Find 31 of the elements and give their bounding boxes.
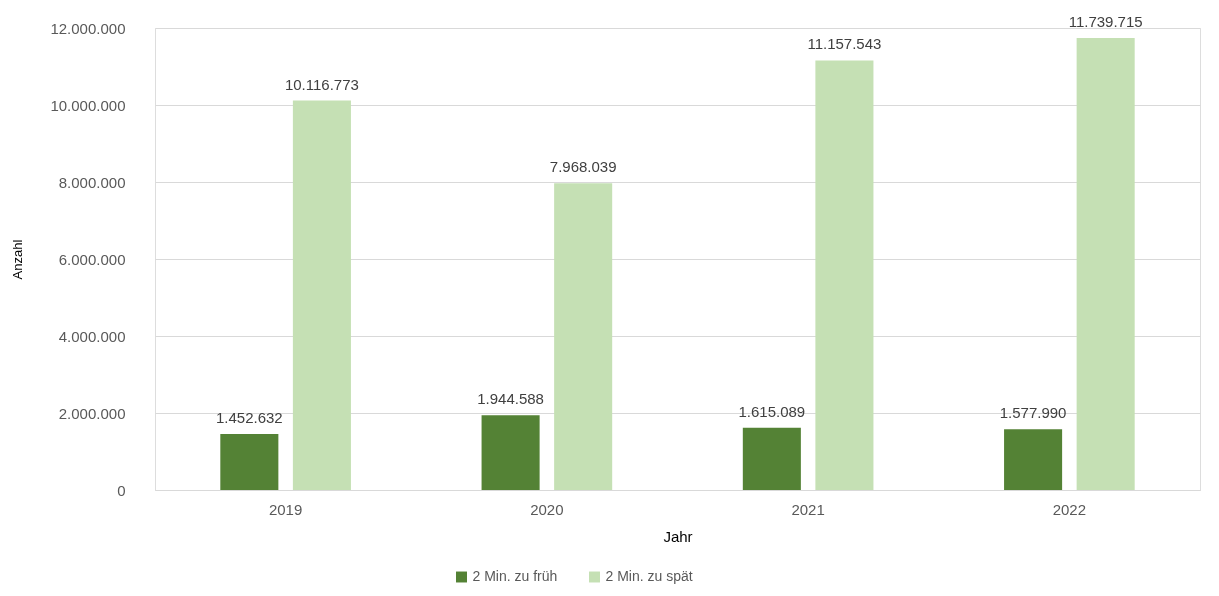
y-tick-label: 0 xyxy=(117,481,126,499)
data-label: 10.116.773 xyxy=(284,75,359,93)
data-label: 11.739.715 xyxy=(1068,13,1143,31)
bar xyxy=(481,415,540,490)
bar xyxy=(1004,429,1063,490)
legend-label: 2 Min. zu früh xyxy=(472,568,558,584)
y-axis-title: Anzahl xyxy=(10,239,26,280)
data-label: 1.577.990 xyxy=(999,404,1067,422)
bar xyxy=(742,427,801,490)
data-label: 11.157.543 xyxy=(807,35,882,53)
bar xyxy=(554,183,613,490)
data-label: 1.615.089 xyxy=(738,402,806,420)
y-tick-label: 12.000.000 xyxy=(50,19,126,37)
x-tick-label: 2021 xyxy=(791,500,825,518)
y-tick-label: 10.000.000 xyxy=(50,96,126,114)
bar xyxy=(292,100,351,490)
x-tick-label: 2019 xyxy=(268,500,303,518)
x-axis-title: Jahr xyxy=(663,527,693,545)
y-tick-label: 6.000.000 xyxy=(58,250,126,268)
data-label: 1.944.588 xyxy=(477,390,544,408)
bar xyxy=(1076,38,1135,490)
data-label: 7.968.039 xyxy=(549,158,617,176)
y-tick-label: 8.000.000 xyxy=(58,173,126,191)
bar xyxy=(220,434,279,490)
x-tick-label: 2022 xyxy=(1052,500,1087,518)
y-tick-label: 2.000.000 xyxy=(58,404,126,422)
data-label: 1.452.632 xyxy=(215,409,283,427)
y-tick-label: 4.000.000 xyxy=(58,327,126,345)
bar xyxy=(815,60,874,490)
x-tick-label: 2020 xyxy=(530,500,564,518)
legend-label: 2 Min. zu spät xyxy=(605,568,693,584)
